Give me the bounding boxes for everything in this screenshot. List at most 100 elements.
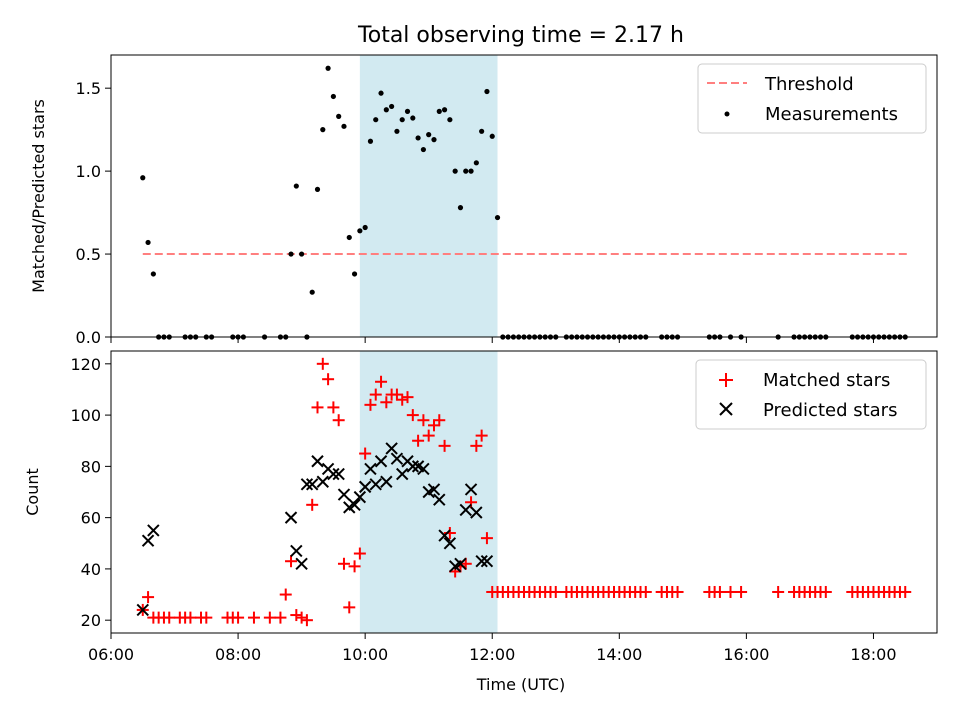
predicted-star-point xyxy=(147,524,160,537)
matched-star-point xyxy=(163,611,176,624)
count-y-tick-label: 100 xyxy=(70,406,101,425)
predicted-star-point xyxy=(316,475,330,488)
predicted-star-point xyxy=(136,603,149,617)
count-legend: Matched stars Predicted stars xyxy=(695,359,927,430)
count-x-tick: 16:00 xyxy=(723,633,769,664)
matched-star-point xyxy=(380,396,393,409)
measurement-point xyxy=(140,175,146,181)
measurement-point xyxy=(293,183,299,189)
measurement-point xyxy=(378,90,384,96)
matched-star-point xyxy=(639,585,652,598)
matched-star-point xyxy=(306,498,319,511)
measurement-point xyxy=(463,168,469,174)
x-tick-label: 18:00 xyxy=(850,645,896,664)
matched-star-point xyxy=(724,585,737,598)
measurement-point xyxy=(341,123,347,129)
measurements-legend-label: Measurements xyxy=(765,104,898,125)
measurement-point xyxy=(309,289,315,295)
count-x-tick: 14:00 xyxy=(596,633,642,664)
count-y-tick: 120 xyxy=(70,355,111,374)
count-axes-frame xyxy=(110,350,938,634)
matched-star-point xyxy=(772,585,785,598)
count-y-tick: 100 xyxy=(70,406,111,425)
predicted-star-point xyxy=(358,480,372,494)
measurement-point xyxy=(473,160,479,166)
measurement-point xyxy=(351,271,358,277)
measurement-point xyxy=(468,168,474,174)
predicted-star-point xyxy=(141,534,155,547)
predicted-star-point xyxy=(295,557,308,570)
measurement-point xyxy=(441,107,448,113)
measurement-point xyxy=(484,88,490,95)
predicted-star-point xyxy=(406,460,420,473)
ratio-y-tick-label: 0.0 xyxy=(76,328,101,347)
predicted-legend-swatch xyxy=(719,402,733,416)
measurement-point xyxy=(389,103,395,110)
matched-star-point xyxy=(465,496,478,509)
count-y-ticks: 20 40 60 80 100 120 xyxy=(70,355,111,630)
matched-star-point xyxy=(274,611,287,624)
measurement-point xyxy=(452,168,458,174)
matched-star-point xyxy=(417,414,430,427)
matched-star-point xyxy=(369,388,382,401)
matched-star-point xyxy=(322,373,335,386)
measurements-legend-swatch xyxy=(724,111,730,117)
matched-star-point xyxy=(343,601,356,614)
predicted-star-point xyxy=(427,483,441,496)
ratio-y-tick: 0.0 xyxy=(76,328,111,347)
ratio-y-label: Matched/Predicted stars xyxy=(29,99,48,293)
matched-star-point xyxy=(337,557,350,570)
count-y-tick-label: 80 xyxy=(81,457,101,476)
matched-star-point xyxy=(247,611,260,624)
predicted-star-point xyxy=(284,511,298,524)
matched-star-point xyxy=(353,547,366,560)
matched-star-point xyxy=(375,375,388,388)
predicted-star-points xyxy=(136,442,494,617)
measurement-point xyxy=(330,93,336,100)
matched-star-point xyxy=(316,357,329,370)
measurement-point xyxy=(288,251,294,257)
x-axis-label: Time (UTC) xyxy=(476,675,565,694)
matched-star-point xyxy=(406,409,419,422)
count-x-tick: 18:00 xyxy=(850,633,897,664)
matched-star-point xyxy=(438,439,451,452)
matched-star-point xyxy=(433,414,446,427)
x-tick-label: 10:00 xyxy=(342,645,388,664)
predicted-star-point xyxy=(385,442,398,455)
measurement-point xyxy=(362,224,368,231)
matched-star-point xyxy=(549,585,562,598)
predicted-star-point xyxy=(390,452,404,465)
matched-star-point xyxy=(348,560,361,573)
ratio-y-tick-label: 1.5 xyxy=(76,79,101,98)
predicted-star-point xyxy=(364,462,377,476)
predicted-star-point xyxy=(353,490,367,504)
count-panel: 20 40 60 80 100 120 06:00 08:00 10:00 12:00 14:00… xyxy=(23,350,938,694)
measurement-point xyxy=(145,239,151,246)
predicted-star-point xyxy=(470,506,483,519)
predicted-star-point xyxy=(348,498,361,512)
count-x-tick: 12:00 xyxy=(469,633,515,664)
threshold-legend-label: Threshold xyxy=(764,74,854,95)
measurement-point xyxy=(394,128,400,134)
figure-title: Total observing time = 2.17 h xyxy=(357,23,684,48)
matched-star-point xyxy=(184,611,197,624)
count-y-tick: 20 xyxy=(81,611,111,630)
x-tick-label: 08:00 xyxy=(215,645,261,664)
matched-star-point xyxy=(290,609,303,622)
predicted-star-point xyxy=(374,455,388,468)
count-y-tick: 80 xyxy=(81,457,111,476)
matched-star-point xyxy=(671,585,684,598)
matched-star-point xyxy=(401,391,414,404)
predicted-star-point xyxy=(369,478,382,491)
matched-star-point xyxy=(311,401,324,414)
measurement-point xyxy=(479,128,485,134)
predicted-star-point xyxy=(327,467,340,481)
count-y-tick-label: 120 xyxy=(70,355,101,374)
predicted-star-point xyxy=(464,483,478,496)
predicted-star-point xyxy=(396,467,409,481)
matched-star-points xyxy=(136,357,912,627)
measurement-point xyxy=(367,138,374,144)
measurement-point xyxy=(357,228,363,234)
measurement-point xyxy=(314,186,321,192)
measurement-point xyxy=(346,234,352,241)
